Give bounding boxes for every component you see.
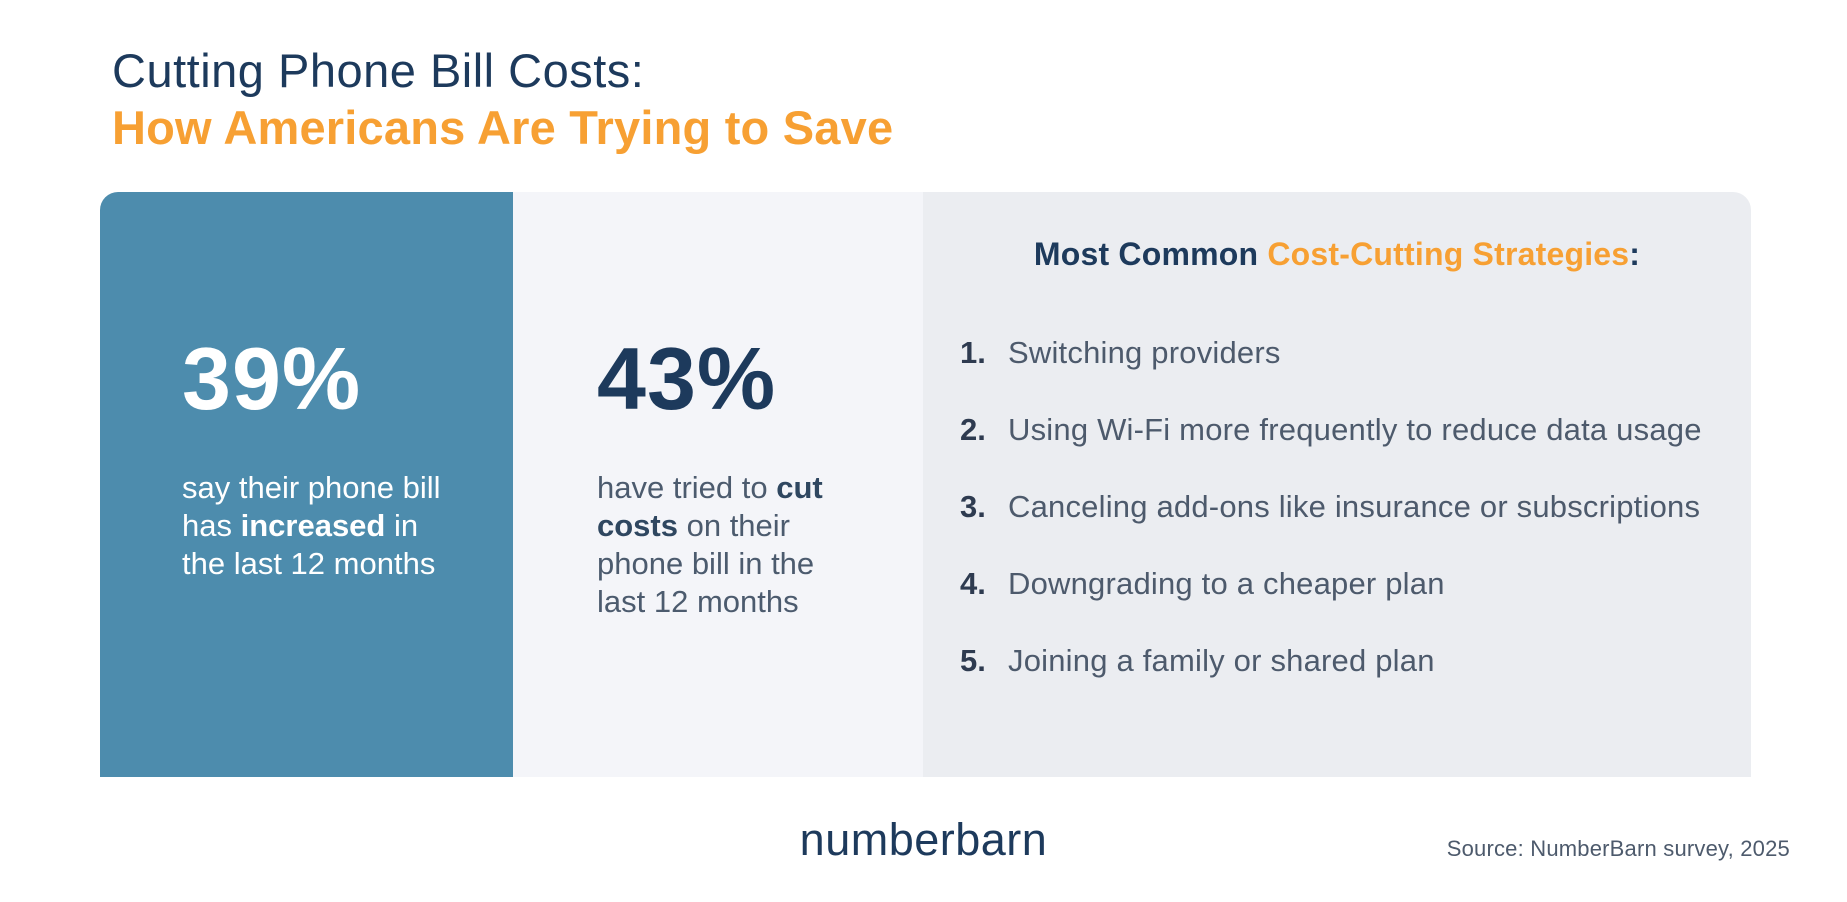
stat-desc-text: say their phone bill has: [182, 470, 441, 543]
stat-panel-cut-costs: 43% have tried to cut costs on their pho…: [513, 192, 923, 777]
strategies-panel: Most Common Cost-Cutting Strategies: 1. …: [923, 192, 1751, 777]
list-item: 4. Downgrading to a cheaper plan: [960, 565, 1751, 603]
strategies-heading-normal: Most Common: [1033, 236, 1268, 272]
list-item-label: Using Wi-Fi more frequently to reduce da…: [1008, 412, 1702, 447]
list-item-label: Downgrading to a cheaper plan: [1008, 566, 1445, 601]
stat-desc-text: on their phone bill in the last 12 month…: [597, 508, 815, 619]
list-item: 1. Switching providers: [960, 334, 1751, 372]
stat-panel-bill-increased: 39% say their phone bill has increased i…: [100, 192, 513, 777]
strategies-heading-highlight: Cost-Cutting Strategies: [1267, 236, 1630, 272]
strategies-heading-colon: :: [1629, 236, 1641, 272]
list-item-number: 4.: [960, 566, 986, 601]
source-attribution: Source: NumberBarn survey, 2025: [1446, 836, 1790, 861]
list-item-label: Canceling add-ons like insurance or subs…: [1008, 489, 1701, 524]
numberbarn-logo: numberbarn: [799, 814, 1048, 865]
stat-desc-text: have tried to: [597, 470, 777, 505]
stat-description-bill-increased: say their phone bill has increased in th…: [182, 469, 442, 583]
stat-desc-text: in the last 12 months: [182, 508, 436, 581]
list-item: 2. Using Wi-Fi more frequently to reduce…: [960, 411, 1751, 449]
strategies-heading: Most Common Cost-Cutting Strategies:: [923, 234, 1751, 274]
stat-value-39: 39%: [182, 329, 362, 428]
list-item-number: 2.: [960, 412, 986, 447]
list-item-label: Switching providers: [1008, 335, 1281, 370]
stat-desc-bold-text: increased: [240, 508, 386, 543]
list-item-number: 3.: [960, 489, 986, 524]
title-line-1: Cutting Phone Bill Costs:: [112, 44, 645, 97]
stat-description-cut-costs: have tried to cut costs on their phone b…: [597, 469, 871, 621]
list-item-number: 5.: [960, 643, 986, 678]
stat-value-43: 43%: [597, 329, 777, 428]
list-item: 5. Joining a family or shared plan: [960, 642, 1751, 680]
strategies-list: 1. Switching providers 2. Using Wi-Fi mo…: [923, 334, 1751, 680]
list-item: 3. Canceling add-ons like insurance or s…: [960, 488, 1751, 526]
list-item-label: Joining a family or shared plan: [1008, 643, 1435, 678]
stats-card: 39% say their phone bill has increased i…: [100, 192, 1751, 777]
list-item-number: 1.: [960, 335, 986, 370]
stat-desc-bold-text: cut costs: [597, 470, 823, 543]
page-header: Cutting Phone Bill Costs: How Americans …: [112, 42, 893, 156]
title-line-2: How Americans Are Trying to Save: [112, 101, 894, 154]
